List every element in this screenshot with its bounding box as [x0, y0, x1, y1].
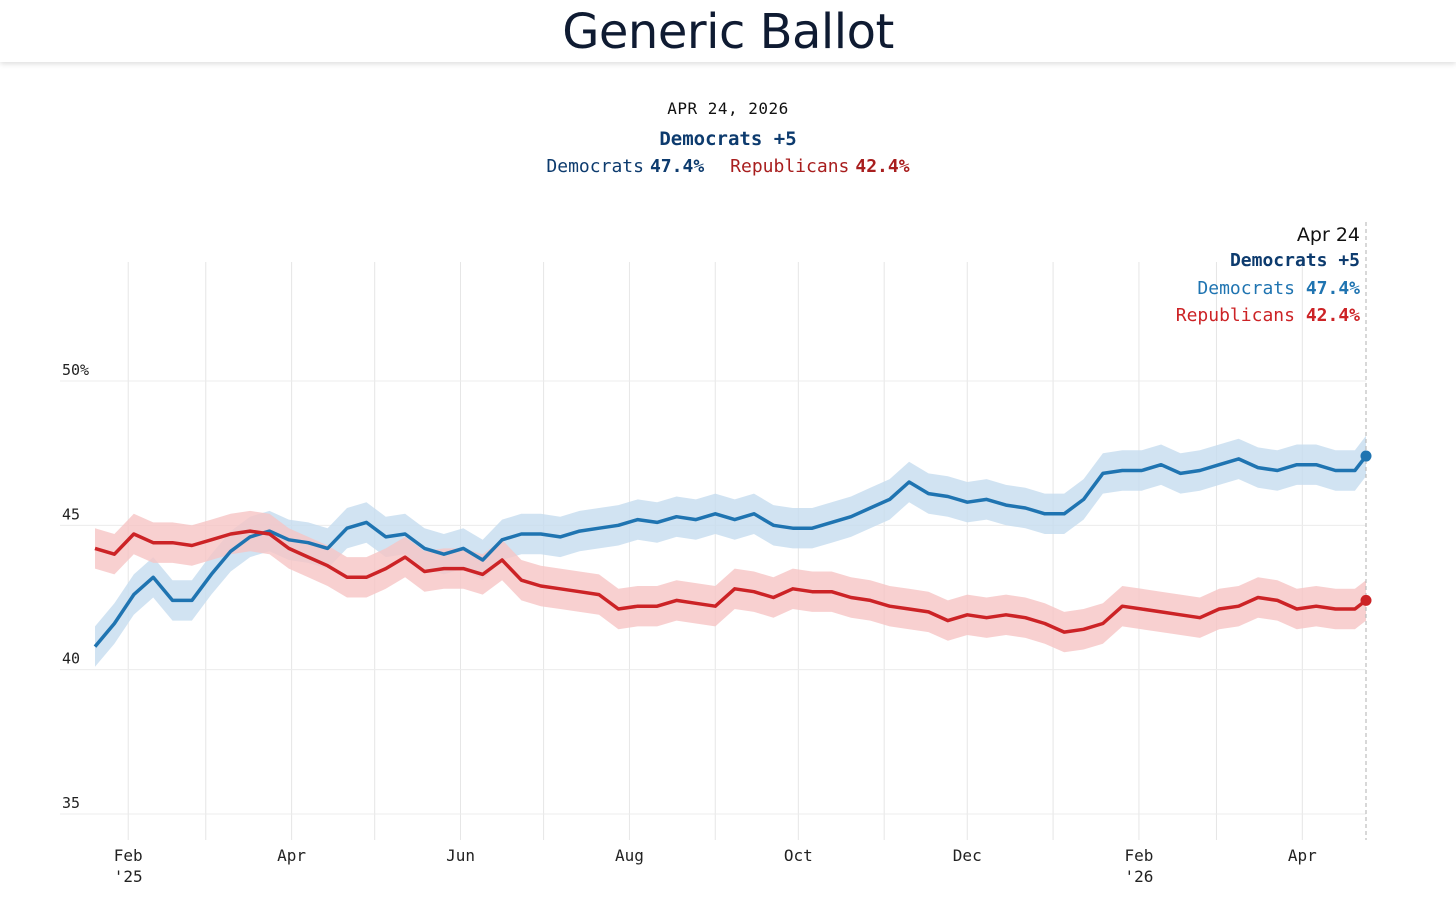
- series-lines: [93, 455, 1368, 648]
- republicans-line: [94, 529, 1368, 634]
- tooltip-date: Apr 24: [1296, 224, 1360, 246]
- y-tick-label: 35: [62, 794, 80, 812]
- summary-dem-value: 47.4%: [649, 156, 705, 177]
- endpoint-dots: [1360, 450, 1372, 606]
- summary-dem-label: Democrats: [546, 156, 644, 177]
- summary-rep-label: Republicans: [730, 156, 850, 177]
- x-tick-label: Feb: [1124, 846, 1153, 865]
- header-bar: [0, 0, 1456, 62]
- tooltip-rep: Republicans 42.4%: [1176, 305, 1360, 326]
- x-axis-labels: Feb '25 Apr Jun Aug Oct Dec Feb '26 Apr: [114, 846, 1317, 886]
- x-tick-year-label: '25: [114, 867, 143, 886]
- democrats-end-dot: [1360, 450, 1372, 462]
- y-tick-label: 45: [62, 505, 80, 523]
- x-tick-label: Dec: [953, 846, 982, 865]
- x-tick-label: Jun: [446, 846, 475, 865]
- democrats-line: [93, 455, 1368, 648]
- y-tick-label: 40: [62, 650, 80, 668]
- page-title: Generic Ballot: [562, 4, 894, 60]
- tooltip-dem-value: 47.4%: [1305, 278, 1360, 299]
- tooltip-dem-label: Democrats: [1197, 278, 1295, 299]
- tooltip-rep-label: Republicans: [1175, 305, 1295, 326]
- x-tick-label: Oct: [784, 846, 813, 865]
- x-tick-label: Aug: [615, 846, 644, 865]
- y-tick-label: 50%: [62, 361, 89, 379]
- summary-rep-value: 42.4%: [855, 156, 910, 177]
- tooltip-dem: Democrats 47.4%: [1197, 278, 1360, 299]
- tooltip-rep-value: 42.4%: [1305, 305, 1360, 326]
- summary-lead: Democrats +5: [659, 128, 797, 150]
- tooltip-lead: Democrats +5: [1229, 250, 1360, 271]
- summary-values: Democrats 47.4% Republicans 42.4%: [0, 156, 1456, 177]
- x-tick-label: Apr: [277, 846, 306, 865]
- x-tick-label: Feb: [114, 846, 143, 865]
- x-tick-year-label: '26: [1124, 867, 1153, 886]
- y-axis-labels: 35 40 45 50%: [62, 361, 89, 812]
- summary-date: APR 24, 2026: [667, 99, 789, 118]
- republicans-band: [95, 510, 1366, 653]
- x-tick-label: Apr: [1288, 846, 1317, 865]
- republicans-end-dot: [1360, 594, 1372, 606]
